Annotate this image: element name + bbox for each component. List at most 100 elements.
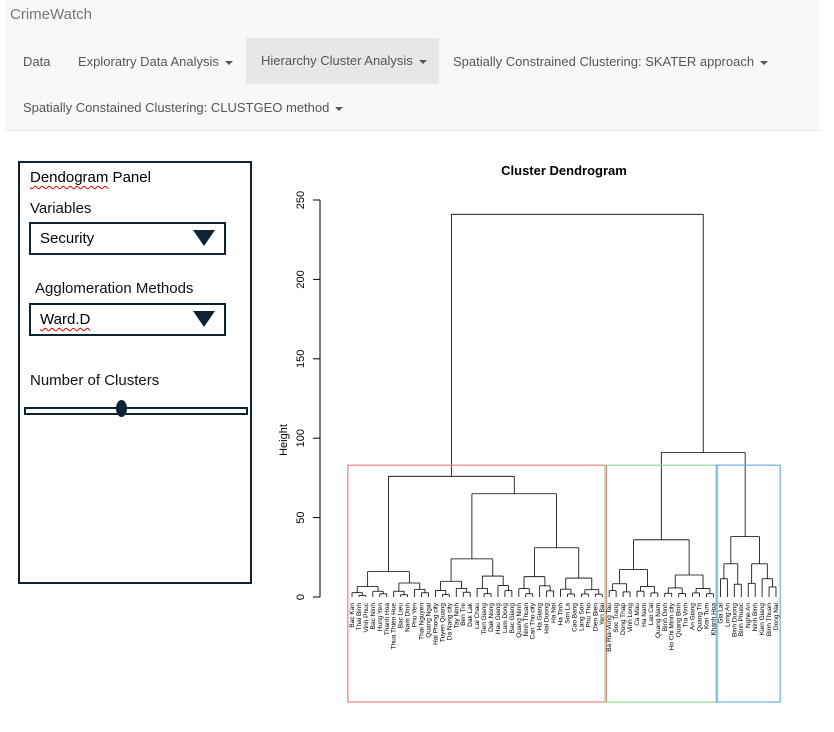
variables-label: Variables (30, 200, 92, 217)
cluster-rect (347, 464, 608, 703)
leaf-label: Tuyen Quang (439, 603, 446, 643)
leaf-label: Can Tho city (530, 602, 537, 639)
leaf-label: Binh Dinh (662, 603, 669, 632)
leaf-label: Vinh Long (627, 603, 634, 633)
leaf-label: Thanh Hoa (384, 603, 391, 636)
cluster-rect (715, 464, 781, 703)
leaf-label: Dong Thap (620, 603, 627, 635)
leaf-label: Long An (724, 603, 731, 627)
leaf-label: Tra Vinh (683, 603, 690, 628)
leaf-label: Bac Lieu (398, 603, 405, 629)
leaf-label: Dak Nong (488, 603, 495, 632)
nav-exploratory-data-analysis[interactable]: Exploratry Data Analysis (78, 54, 233, 69)
chevron-down-icon (224, 60, 233, 65)
nav-hca-label: Hierarchy Cluster Analysis (261, 53, 413, 68)
leaf-label: Lam Dong (502, 603, 509, 633)
navbar: CrimeWatch Data Exploratry Data Analysis… (5, 0, 820, 131)
variables-select-value: Security (40, 230, 95, 247)
leaf-label: Bac Giang (509, 603, 516, 634)
leaf-label: Lai Chau (474, 603, 481, 629)
leaf-label: Hung Yen (377, 603, 384, 632)
nav-skater[interactable]: Spatially Constrained Clustering: SKATER… (453, 54, 769, 69)
cluster-rect (604, 464, 719, 703)
clusters-label: Number of Clusters (30, 372, 160, 389)
leaf-label: Ho Chi Minh city (669, 602, 676, 650)
leaf-label: Dak Lak (467, 602, 474, 627)
leaf-label: Quang Ninh (516, 603, 523, 638)
dropdown-arrow-icon (193, 230, 215, 246)
leaf-label: Thua Thien Hue (391, 603, 398, 650)
leaf-label: Ha Giang (537, 603, 544, 631)
nav-clustgeo[interactable]: Spatially Constained Clustering: CLUSTGE… (23, 100, 344, 115)
leaf-label: Da Nang city (446, 602, 453, 640)
leaf-label: Khanh Hoa (710, 603, 717, 636)
leaf-label: Dong Nai (773, 603, 780, 630)
chevron-down-icon (760, 60, 769, 65)
dendrogram-panel: Dendogram Panel Variables Security Agglo… (18, 161, 252, 584)
cluster-dendrogram-chart: Cluster Dendrogram Height 0 50 100 150 200 25… (278, 163, 781, 703)
cluster-rectangles (347, 464, 781, 703)
leaf-label: Binh Thuan (766, 603, 773, 637)
leaf-label: Kien Giang (759, 603, 766, 636)
chart-title: Cluster Dendrogram (501, 163, 627, 178)
clusters-slider-track[interactable] (24, 407, 248, 415)
leaf-label: Bac Ninh (370, 603, 377, 630)
leaf-label: Thai Binh (356, 603, 363, 631)
method-label: Agglomeration Methods (35, 280, 194, 297)
nav-eda-label: Exploratry Data Analysis (78, 54, 219, 69)
leaf-label: Quang Binh (676, 603, 683, 638)
leaf-label: Kon Tum (703, 603, 710, 629)
leaf-label: An Giang (690, 603, 697, 630)
leaf-label: Ninh Binh (752, 603, 759, 632)
leaf-label: Dien Bien (592, 603, 599, 632)
nav-skater-label: Spatially Constrained Clustering: SKATER… (453, 54, 755, 69)
dropdown-arrow-icon (193, 311, 215, 327)
leaf-label: Ninh Thuan (523, 603, 530, 637)
leaf-label: Quang Ngai (425, 603, 432, 638)
leaf-label: Son La (564, 603, 571, 624)
panel-title: Dendogram Panel (30, 169, 151, 186)
y-axis: 0 50 100 150 200 250 (295, 191, 321, 600)
leaf-label: Vinh Phuc (363, 602, 370, 632)
leaf-label: Phu Tho (585, 603, 592, 628)
leaf-label: Nghe An (745, 603, 752, 628)
leaf-label: Tay Ninh (453, 603, 460, 629)
leaf-label: Lang Son (578, 603, 585, 631)
leaf-label: Hai Duong (544, 603, 551, 634)
chevron-down-icon (418, 59, 427, 64)
leaf-label: Ba Ria-Vung Tau (606, 603, 613, 652)
chevron-down-icon (335, 106, 344, 111)
nav-hierarchy-cluster-analysis[interactable]: Hierarchy Cluster Analysis (246, 38, 439, 84)
y-tick-label: 200 (295, 270, 307, 288)
nav-data[interactable]: Data (23, 54, 50, 69)
leaf-label: Binh Duong (731, 603, 738, 637)
variables-select[interactable]: Security (29, 222, 226, 255)
leaf-label: Hau Giang (495, 603, 502, 634)
leaf-label: Ha Tinh (558, 603, 565, 626)
leaf-label: Thai Nguyen (419, 603, 426, 640)
leaf-labels: Bac Kan Thai Binh Vinh Phuc Bac Ninh Hung Ye… (349, 602, 780, 652)
leaf-label: Cao Bang (571, 603, 578, 632)
leaf-label: Hai Phong city (432, 602, 439, 645)
leaf-label: Bac Kan (349, 603, 356, 628)
leaf-label: Nam Dinh (405, 603, 412, 632)
leaf-label: Ha Noi (551, 603, 558, 623)
panel-title-rest: Panel (108, 169, 151, 186)
leaf-label: Ben Tre (460, 603, 467, 626)
nav-data-label: Data (23, 54, 51, 69)
leaf-label: Phu Yen (412, 603, 419, 628)
leaf-label: Binh Phuoc (738, 602, 745, 636)
y-tick-label: 50 (295, 511, 307, 523)
y-tick-label: 100 (295, 429, 307, 447)
leaf-label: Quang Nam (655, 603, 662, 638)
leaf-label: Yen Bai (599, 603, 606, 625)
nav-clustgeo-label: Spatially Constained Clustering: CLUSTGE… (23, 100, 330, 115)
leaf-label: Ca Mau (634, 603, 641, 626)
method-select[interactable]: Ward.D (29, 303, 226, 336)
leaf-label: Tien Giang (481, 603, 488, 635)
leaf-label: Gia Lai (717, 603, 724, 624)
leaf-label: Lao Cai (648, 603, 655, 625)
clusters-slider-handle[interactable] (116, 400, 127, 417)
app-brand[interactable]: CrimeWatch (10, 6, 92, 23)
panel-title-word: Dendogram (30, 169, 109, 186)
